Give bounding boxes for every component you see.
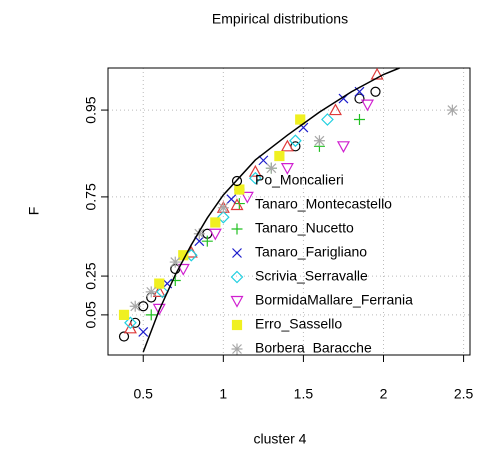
point [274,150,285,162]
point [248,164,262,177]
legend-label: Tanaro_Montecastello [255,196,392,212]
point [118,309,130,320]
point [210,217,221,228]
y-tick-label: 0.25 [83,262,99,289]
x-tick-label: 2.5 [454,386,474,402]
legend-marker [230,270,244,284]
point [321,113,334,126]
point [123,321,137,334]
legend-label: Tanaro_Nucetto [255,220,354,236]
point [328,103,342,116]
point [208,228,222,241]
point [313,135,325,147]
point [258,155,269,166]
point [169,256,181,268]
y-tick-label: 0.05 [83,301,99,328]
legend-marker [232,248,242,258]
point [118,331,130,342]
point [194,236,205,247]
point [193,228,205,240]
point [289,134,302,148]
legend-label: Tanaro_Farigliano [255,244,367,260]
legend-label: BormidaMallare_Ferrania [255,292,413,308]
legend-marker [231,343,243,355]
x-tick-label: 1.5 [294,386,314,402]
x-tick-label: 2 [380,386,388,402]
point [201,235,213,247]
point [129,300,141,312]
point [249,171,262,185]
legend-label: Erro_Sassello [255,316,342,332]
legend-marker [231,175,243,187]
point [138,326,149,337]
point [226,194,237,205]
point [217,202,229,214]
point [216,210,230,224]
point [354,93,365,104]
point [360,99,375,112]
point [295,114,306,125]
legend-marker [231,319,243,331]
point [353,114,365,126]
y-tick-label: 0.95 [83,96,99,123]
legend-marker [230,198,244,211]
point [234,184,245,195]
legend-label: Borbera_Baracche [255,340,372,356]
point [145,309,157,321]
point [370,86,381,97]
point [176,263,190,276]
point [154,278,165,289]
legend-label: Po_Moncalieri [255,172,344,188]
point [370,67,384,80]
plot-frame [107,67,471,356]
legend-marker [231,223,243,235]
legend-marker [230,295,244,308]
legend-label: Scrivia_Serravalle [255,268,368,284]
point [280,163,294,175]
point [156,285,169,299]
point [280,139,294,152]
point [446,104,458,116]
y-axis-label: F [26,207,42,216]
x-tick-label: 0.5 [134,386,154,402]
x-tick-label: 1 [219,386,227,402]
chart-title: Empirical distributions [212,11,348,27]
point [124,316,137,330]
point [169,275,181,287]
point [336,141,350,154]
point [152,303,166,316]
point [240,191,254,204]
x-axis-label: cluster 4 [254,431,307,447]
point [265,162,277,174]
y-tick-label: 0.75 [83,183,99,210]
point [145,286,157,298]
